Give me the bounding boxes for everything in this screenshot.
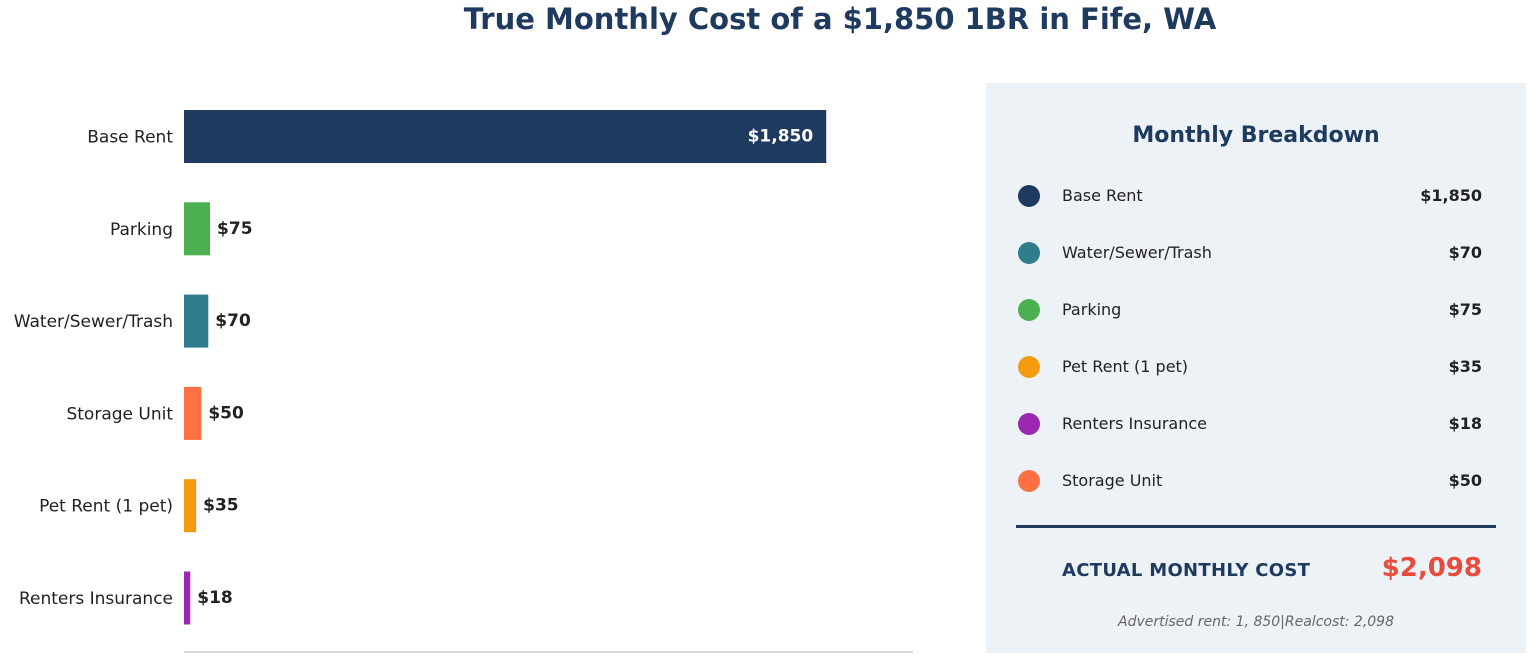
- breakdown-value: $18: [1448, 414, 1482, 433]
- bar: [184, 571, 191, 625]
- legend-dot-icon: [1018, 242, 1040, 264]
- total-label: ACTUAL MONTHLY COST: [1062, 560, 1311, 581]
- breakdown-row: Pet Rent (1 pet) $35: [986, 352, 1526, 382]
- bar-value-label: $50: [208, 403, 244, 423]
- breakdown-label: Storage Unit: [1062, 471, 1163, 490]
- legend-dot-icon: [1018, 299, 1040, 321]
- breakdown-panel: Monthly Breakdown Base Rent $1,850 Water/S…: [986, 83, 1526, 653]
- legend-dot-icon: [1018, 185, 1040, 207]
- breakdown-value: $75: [1448, 300, 1482, 319]
- breakdown-label: Parking: [1062, 300, 1122, 319]
- total-value: $2,098: [1381, 553, 1482, 583]
- legend-dot-icon: [1018, 413, 1040, 435]
- bar-value-label: $35: [203, 496, 239, 516]
- bar-chart: Base Rent $1,850 Parking $75 Water/Sewer/Tra…: [14, 110, 913, 653]
- bar-value-label: $18: [197, 588, 233, 608]
- breakdown-divider: [1016, 525, 1496, 528]
- footnote: Advertised rent: 1, 850|Realcost: 2,098: [1118, 614, 1394, 630]
- breakdown-value: $35: [1448, 357, 1482, 376]
- legend-dot-icon: [1018, 356, 1040, 378]
- breakdown-row: Base Rent $1,850: [986, 181, 1526, 211]
- bar: [184, 386, 202, 440]
- breakdown-value: $1,850: [1420, 186, 1482, 205]
- bar-value-label: $1,850: [748, 127, 814, 147]
- category-label: Renters Insurance: [19, 589, 173, 609]
- category-label: Storage Unit: [66, 404, 173, 424]
- breakdown-row: Parking $75: [986, 295, 1526, 325]
- breakdown-label: Renters Insurance: [1062, 414, 1207, 433]
- bar: [184, 479, 197, 533]
- legend-dot-icon: [1018, 470, 1040, 492]
- bar-value-label: $75: [217, 219, 253, 239]
- category-label: Pet Rent (1 pet): [39, 497, 173, 517]
- breakdown-title: Monthly Breakdown: [1132, 123, 1380, 148]
- bar: [184, 202, 211, 256]
- breakdown-label: Pet Rent (1 pet): [1062, 357, 1189, 376]
- category-label: Base Rent: [87, 128, 173, 148]
- breakdown-value: $70: [1448, 243, 1482, 262]
- breakdown-label: Base Rent: [1062, 186, 1143, 205]
- breakdown-row: Storage Unit $50: [986, 466, 1526, 496]
- breakdown-value: $50: [1448, 471, 1482, 490]
- category-label: Water/Sewer/Trash: [14, 312, 173, 332]
- breakdown-row: Water/Sewer/Trash $70: [986, 238, 1526, 268]
- bar: [184, 294, 209, 348]
- bar-value-label: $70: [215, 311, 251, 331]
- breakdown-row: Renters Insurance $18: [986, 409, 1526, 439]
- bar: [184, 110, 827, 163]
- category-label: Parking: [110, 220, 173, 240]
- chart-title: True Monthly Cost of a $1,850 1BR in Fif…: [463, 2, 1217, 36]
- breakdown-label: Water/Sewer/Trash: [1062, 243, 1212, 262]
